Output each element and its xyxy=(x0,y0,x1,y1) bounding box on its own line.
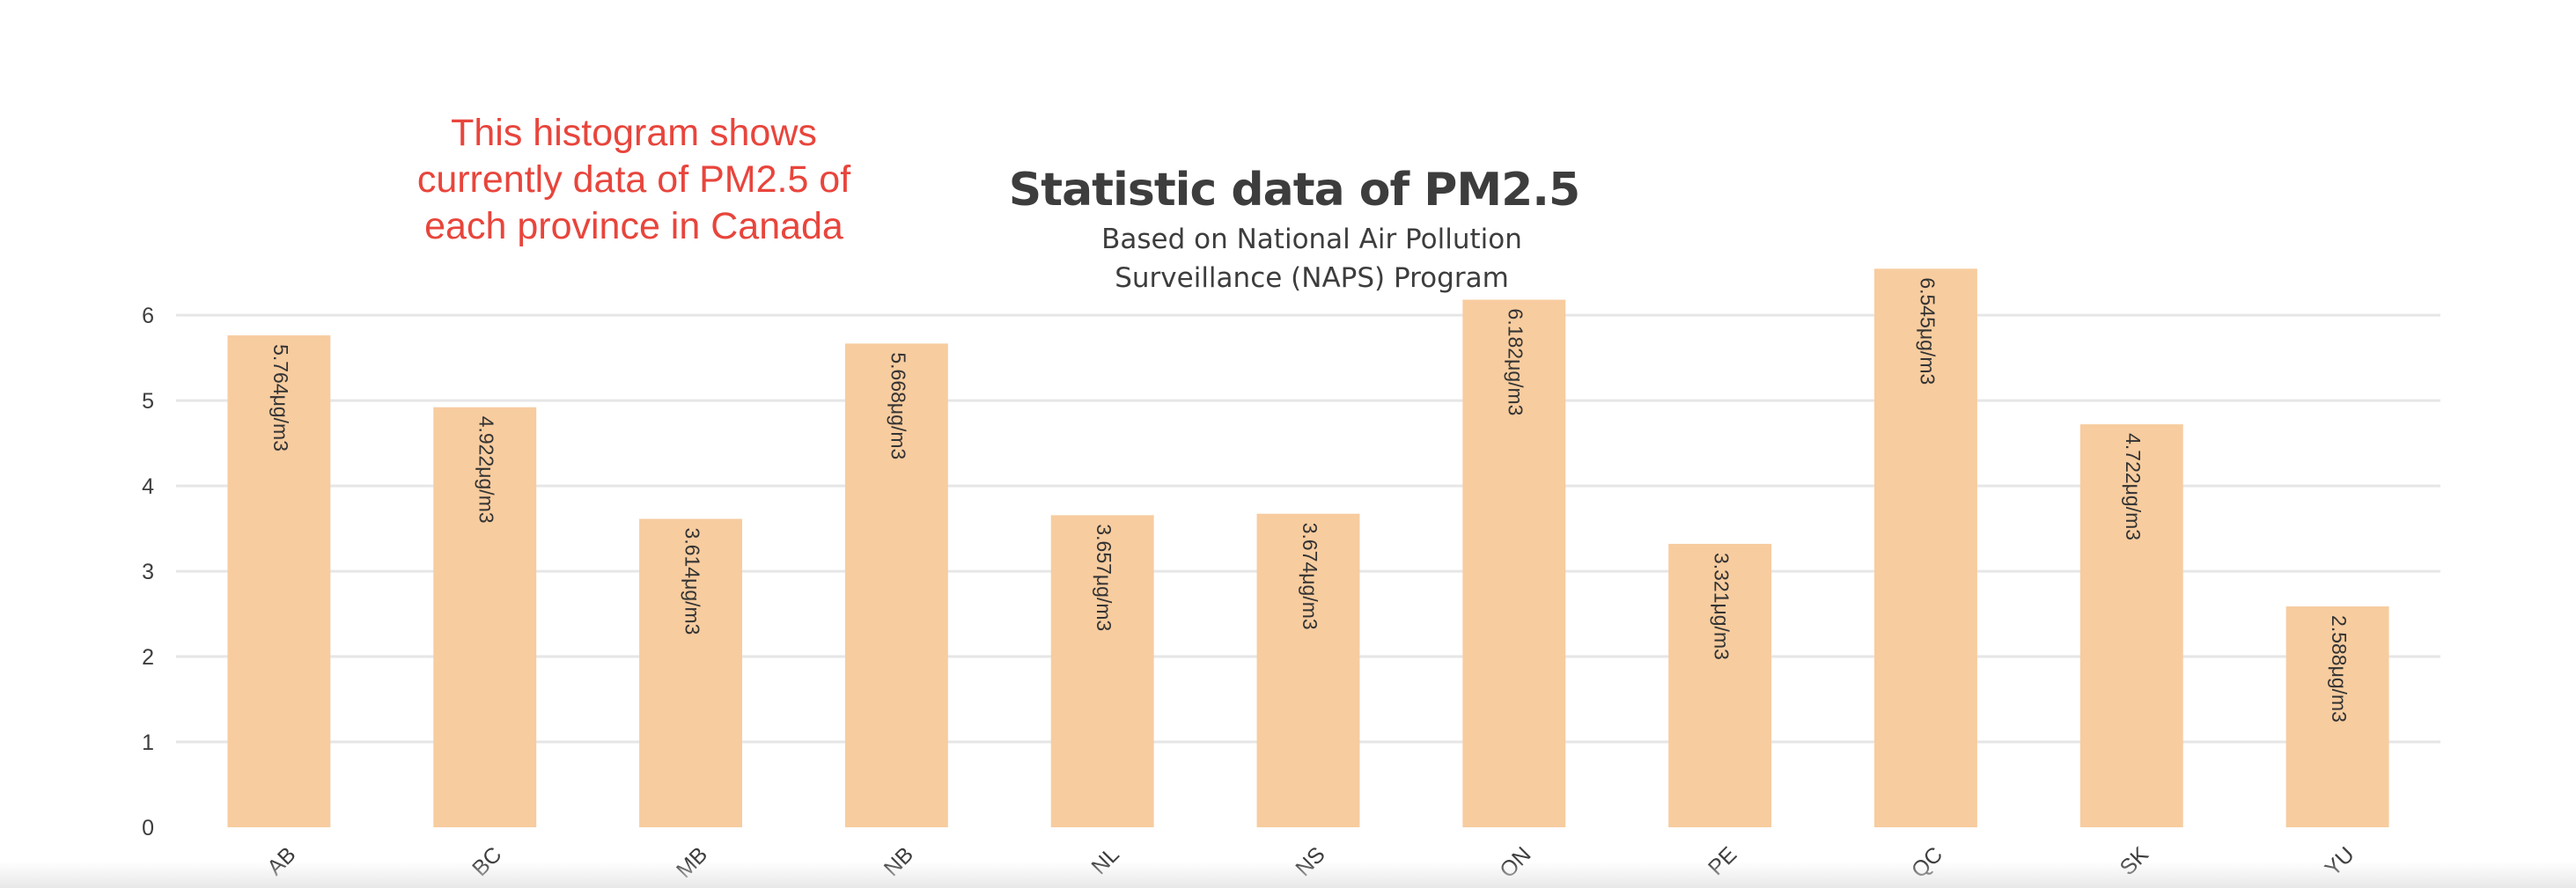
y-tick-label: 3 xyxy=(142,560,154,584)
bar-data-label: 3.614μg/m3 xyxy=(681,528,703,635)
bar-data-label: 5.668μg/m3 xyxy=(887,352,909,459)
bar-data-label: 3.657μg/m3 xyxy=(1093,524,1115,631)
y-tick-label: 0 xyxy=(142,816,154,840)
bar xyxy=(227,335,331,828)
bar xyxy=(2285,606,2389,827)
y-tick-label: 5 xyxy=(142,389,154,414)
y-axis-ticks: 0 1 2 3 4 5 6 xyxy=(142,304,154,840)
bar-data-label: 5.764μg/m3 xyxy=(269,344,292,451)
bar-data-label: 2.588μg/m3 xyxy=(2328,615,2351,723)
bar-data-label: 6.545μg/m3 xyxy=(1916,277,1939,385)
chart-title: Statistic data of PM2.5 xyxy=(1008,164,1580,216)
bar-data-label: 6.182μg/m3 xyxy=(1505,309,1527,416)
chart-subtitle: Based on National Air Pollution Surveill… xyxy=(1101,224,1522,294)
bar xyxy=(1668,543,1772,827)
bar xyxy=(1050,515,1154,827)
y-tick-label: 1 xyxy=(142,730,154,755)
bar xyxy=(844,343,948,828)
bottom-shade xyxy=(0,862,2576,888)
bar xyxy=(433,407,537,827)
bar xyxy=(2079,424,2183,827)
chart-annotation: This histogram shows currently data of P… xyxy=(416,112,851,247)
bar xyxy=(1256,513,1360,827)
bar-data-label: 3.321μg/m3 xyxy=(1711,553,1733,660)
bar xyxy=(1874,268,1977,827)
bar-data-label: 3.674μg/m3 xyxy=(1299,523,1321,630)
y-tick-label: 2 xyxy=(142,645,154,670)
bar-data-label: 4.722μg/m3 xyxy=(2122,433,2145,540)
y-tick-label: 6 xyxy=(142,304,154,328)
y-tick-label: 4 xyxy=(142,474,154,499)
bar xyxy=(1462,299,1566,827)
bar xyxy=(639,518,742,827)
bar-data-label: 4.922μg/m3 xyxy=(475,416,498,524)
bars: 5.764μg/m3 4.922μg/m3 3.614μg/m3 5.668μg/m3… xyxy=(227,268,2389,828)
